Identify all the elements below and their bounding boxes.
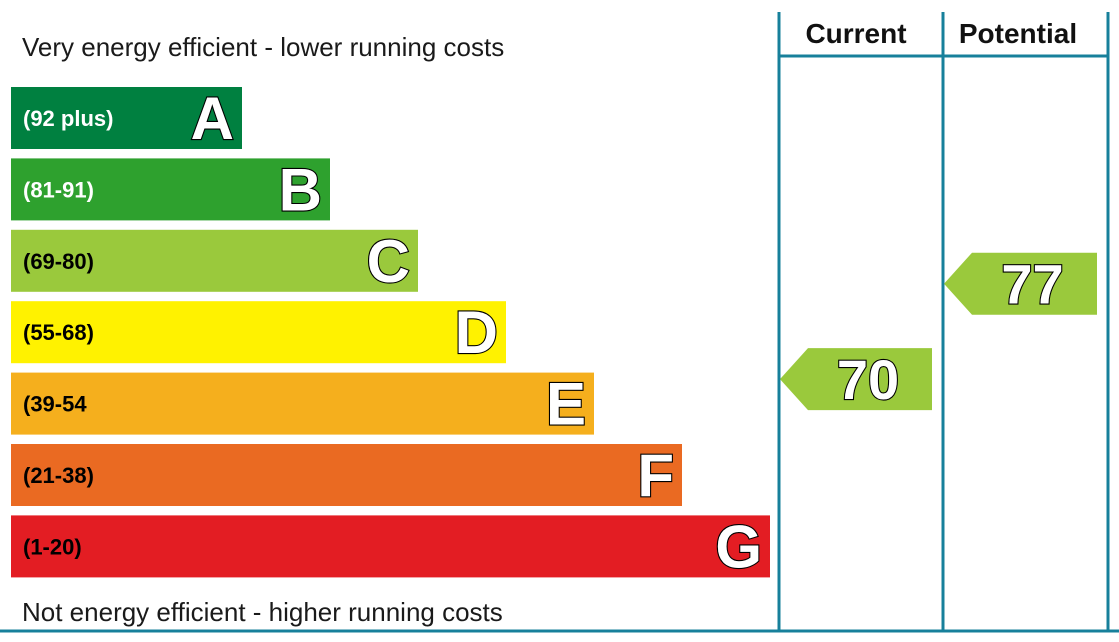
column-header-current: Current xyxy=(805,18,906,49)
band-g-range: (1-20) xyxy=(23,534,82,559)
band-b-letter: B xyxy=(279,156,322,223)
band-e-range: (39-54 xyxy=(23,392,87,417)
rating-arrow-current xyxy=(780,348,932,411)
rating-bands: (92 plus) A (81-91) B (69-80) C (55-68) D (39-54… xyxy=(11,84,770,582)
band-g-bar xyxy=(11,515,770,578)
band-b-range: (81-91) xyxy=(23,177,94,202)
band-a-range: (92 plus) xyxy=(23,106,113,131)
band-d-range: (55-68) xyxy=(23,320,94,345)
band-f-bar xyxy=(11,444,682,506)
rating-columns-frame xyxy=(0,12,1119,633)
band-g-letter: G xyxy=(715,513,762,580)
bottom-caption: Not energy efficient - higher running co… xyxy=(22,597,503,627)
band-d-letter: D xyxy=(455,299,498,366)
top-caption: Very energy efficient - lower running co… xyxy=(22,32,504,62)
rating-value-potential: 77 xyxy=(1001,253,1063,316)
band-c-range: (69-80) xyxy=(23,249,94,274)
band-d-bar xyxy=(11,301,506,364)
band-e-letter: E xyxy=(546,371,586,438)
column-header-potential: Potential xyxy=(959,18,1077,49)
band-a-bar xyxy=(11,87,242,149)
band-a-letter: A xyxy=(191,85,234,152)
rating-arrows: 70 77 xyxy=(780,252,1097,412)
band-c-letter: C xyxy=(367,228,410,295)
band-c-bar xyxy=(11,229,418,292)
band-f-letter: F xyxy=(637,442,674,509)
rating-arrow-potential xyxy=(944,252,1097,315)
rating-value-current: 70 xyxy=(837,348,899,411)
band-e-bar xyxy=(11,372,594,435)
band-f-range: (21-38) xyxy=(23,463,94,488)
band-b-bar xyxy=(11,158,330,221)
